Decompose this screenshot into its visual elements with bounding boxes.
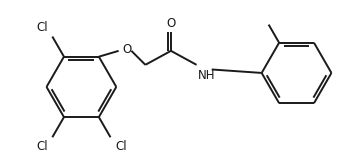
Text: NH: NH [198,69,215,83]
Text: O: O [166,17,175,30]
Text: O: O [122,43,131,56]
Text: Cl: Cl [36,140,48,152]
Text: Cl: Cl [36,21,48,34]
Text: Cl: Cl [115,140,127,152]
